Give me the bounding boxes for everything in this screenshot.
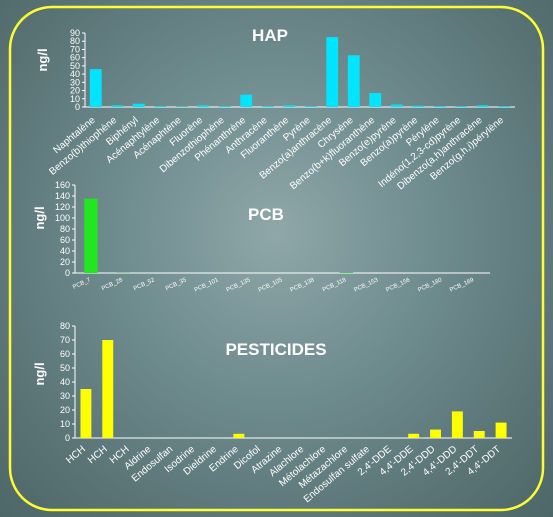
pcb-category-label: PCB_153 [353, 277, 379, 294]
hap-bar [455, 106, 468, 107]
hap-bar [347, 55, 360, 107]
pesticides-y-ticks: 0 10 20 30 40 50 60 70 80 [60, 321, 75, 443]
pcb-category-label: PCB_101 [194, 277, 220, 294]
pcb-bars [84, 198, 354, 273]
pesticides-bar [80, 389, 92, 438]
hap-bar [390, 104, 403, 107]
pcb-category-label: PCB_180 [417, 277, 443, 294]
pesticides-x-labels: HCHHCHHCHAldrineEndosulfanIsodrineDieldr… [64, 444, 503, 506]
pcb-category-label: PCB_7 [72, 277, 92, 291]
hap-bar [433, 106, 446, 107]
pcb-ytick-label: 80 [60, 224, 70, 234]
hap-ytick-label: 40 [70, 69, 80, 79]
hap-x-labels: NaphtalèneBenzo(b)thiophèneBiphénylAcéna… [47, 115, 506, 193]
hap-bar [197, 105, 210, 107]
hap-bars [89, 37, 511, 107]
pesticides-ytick-label: 30 [60, 391, 70, 401]
pesticides-bar [430, 429, 441, 438]
pcb-ytick-label: 60 [60, 235, 70, 245]
pesticides-ytick-label: 20 [60, 405, 70, 415]
hap-ylabel: ng/l [35, 48, 50, 71]
pesticides-ytick-label: 40 [60, 377, 70, 387]
pesticides-bar [408, 433, 420, 438]
pcb-ytick-label: 140 [55, 191, 70, 201]
hap-ytick-label: 50 [70, 61, 80, 71]
pesticides-bar [495, 422, 507, 438]
hap-ytick-label: 80 [70, 36, 80, 46]
pesticides-ytick-label: 80 [60, 321, 70, 331]
hap-ytick-label: 60 [70, 53, 80, 63]
pesticides-panel: PESTICIDES ng/l 0 10 20 30 40 50 60 70 80 HCHHCH… [32, 321, 512, 505]
pesticides-ytick-label: 0 [65, 433, 70, 443]
hap-bar [261, 106, 274, 107]
hap-bar [89, 69, 102, 107]
hap-ytick-label: 70 [70, 44, 80, 54]
pcb-bar [84, 198, 98, 273]
hap-bar [476, 105, 489, 107]
pesticides-ytick-label: 10 [60, 419, 70, 429]
pcb-category-label: PCB_156 [385, 277, 411, 294]
pcb-ytick-label: 40 [60, 246, 70, 256]
hap-bar [283, 105, 296, 107]
hap-ytick-label: 30 [70, 77, 80, 87]
pcb-category-label: PCB_35 [165, 277, 188, 292]
pesticides-ytick-label: 70 [60, 335, 70, 345]
pcb-category-label: PCB_135 [226, 277, 252, 294]
hap-bar [240, 94, 253, 107]
pcb-bar [339, 272, 354, 273]
hap-ytick-label: 0 [75, 102, 80, 112]
pcb-category-label: PCB_169 [449, 277, 475, 294]
pesticides-ytick-label: 50 [60, 363, 70, 373]
pesticides-bar [473, 431, 485, 438]
pcb-ytick-label: 160 [55, 180, 70, 190]
hap-bar [132, 103, 145, 107]
pcb-category-label: PCB_28 [101, 277, 124, 292]
hap-bar [218, 106, 231, 107]
pcb-x-labels: PCB_7 PCB_28 PCB_52 PCB_35 PCB_101 PCB_135 PCB… [72, 277, 475, 294]
pcb-ytick-label: 100 [55, 213, 70, 223]
pcb-ytick-label: 0 [65, 268, 70, 278]
pcb-category-label: PCB_105 [258, 277, 284, 294]
pcb-ytick-label: 120 [55, 202, 70, 212]
pesticides-title: PESTICIDES [225, 340, 326, 359]
hap-ytick-label: 10 [70, 94, 80, 104]
pcb-ytick-label: 20 [60, 257, 70, 267]
hap-bar [498, 106, 511, 107]
pcb-ylabel: ng/l [32, 206, 47, 229]
pcb-category-label: PCB_118 [322, 277, 348, 293]
pesticides-ytick-label: 60 [60, 349, 70, 359]
pesticides-bar [233, 433, 245, 438]
pcb-category-label: PCB_138 [289, 277, 315, 294]
pesticides-bar [451, 411, 463, 438]
rounded-frame [8, 5, 545, 512]
hap-ytick-label: 20 [70, 86, 80, 96]
hap-bar [111, 105, 124, 107]
hap-bar [304, 106, 317, 107]
pcb-title: PCB [248, 205, 284, 224]
hap-title: HAP [252, 26, 288, 45]
hap-bar [326, 37, 339, 107]
hap-bar [154, 106, 167, 107]
pesticides-category-label: HCH [86, 444, 110, 466]
hap-bar [412, 105, 425, 107]
pesticides-bar [102, 340, 114, 438]
pesticides-bars [80, 340, 507, 438]
pesticides-category-label: HCH [64, 444, 88, 466]
hap-bar [369, 93, 382, 107]
hap-ytick-label: 90 [70, 28, 80, 38]
pesticides-ylabel: ng/l [32, 362, 47, 385]
pcb-category-label: PCB_52 [133, 277, 156, 292]
